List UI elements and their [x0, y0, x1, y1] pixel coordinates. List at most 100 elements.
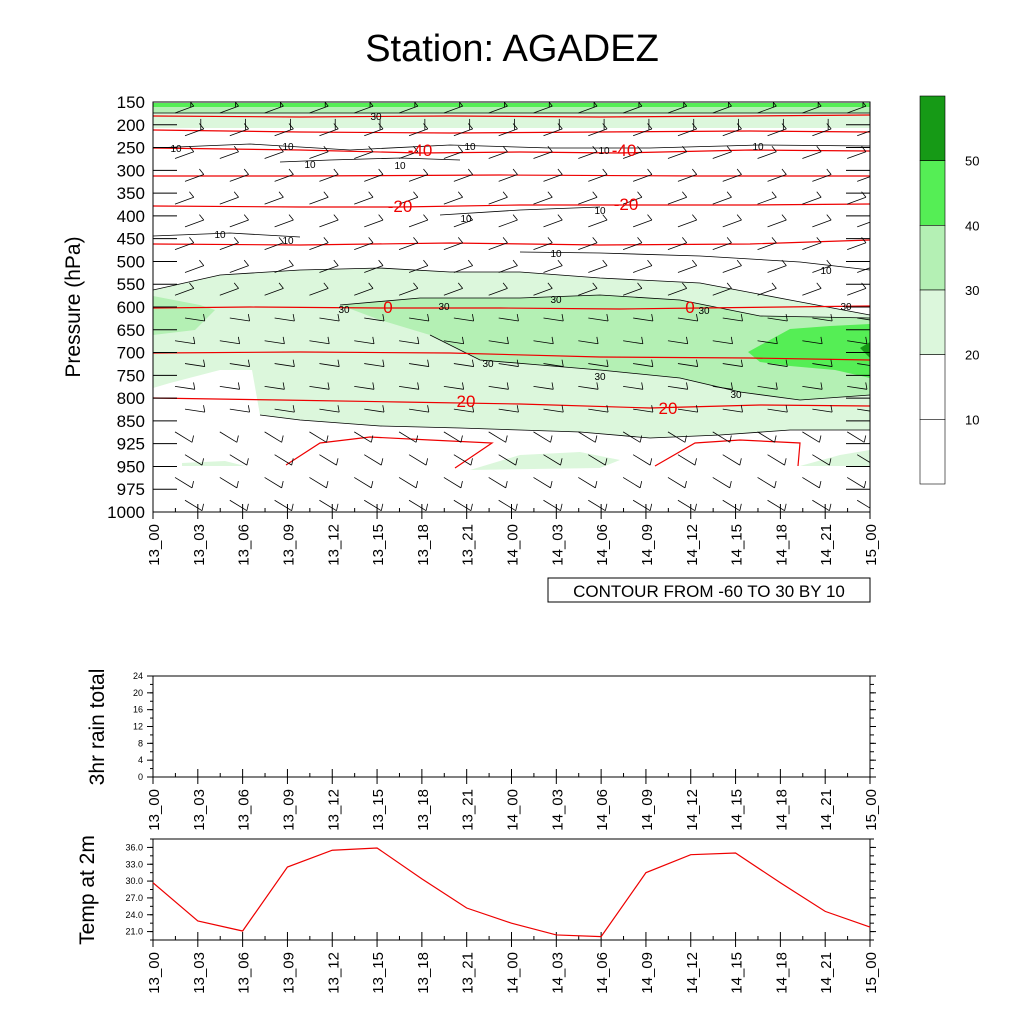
wind-barb — [767, 363, 788, 367]
rh-contour-10 — [279, 157, 461, 163]
wind-barb — [543, 454, 561, 466]
rh-shade-20-30 — [182, 461, 245, 466]
cross-section-xtick-label: 14_15 — [729, 524, 746, 566]
wind-barb — [712, 151, 732, 159]
wind-barb-flag — [378, 168, 384, 175]
wind-barb — [533, 242, 553, 251]
wind-barb-flag — [816, 237, 822, 244]
wind-barb-flag — [425, 458, 429, 466]
wind-barb — [229, 317, 250, 322]
wind-barb-flag — [651, 405, 654, 413]
wind-barb-flag — [696, 359, 699, 367]
wind-barb — [354, 431, 372, 443]
wind-barb — [543, 408, 564, 413]
wind-barb-flag — [638, 102, 643, 107]
cross-section-xtick-label: 13_21 — [460, 524, 477, 566]
wind-barb — [488, 151, 508, 159]
pressure-tick-label: 925 — [117, 435, 145, 454]
colorbar-box — [919, 419, 946, 485]
pressure-tick-label: 300 — [117, 161, 145, 180]
pressure-tick-label: 550 — [117, 275, 145, 294]
wind-barb — [802, 151, 822, 159]
wind-barb — [319, 317, 340, 322]
wind-barb-flag — [771, 282, 777, 289]
wind-barb-flag — [551, 382, 554, 390]
wind-barb-flag — [872, 215, 876, 220]
wind-barb — [229, 128, 249, 137]
wind-barb — [588, 317, 609, 322]
wind-barb-flag — [602, 214, 608, 221]
wind-barb — [712, 287, 732, 296]
wind-barb-flag — [279, 102, 284, 107]
wind-barb — [398, 196, 418, 205]
cross-section-ylabel: Pressure (hPa) — [62, 236, 85, 377]
wind-barb — [767, 317, 788, 322]
wind-barb-flag — [771, 145, 777, 152]
wind-barb-flag — [819, 480, 822, 488]
wind-barb-flag — [247, 359, 250, 367]
wind-barb — [812, 128, 832, 137]
wind-barb — [857, 363, 870, 366]
rh-contour-label: 30 — [550, 295, 562, 306]
wind-barb — [667, 340, 688, 345]
wind-barb — [632, 219, 653, 228]
wind-barb — [622, 151, 643, 159]
wind-barb — [543, 499, 561, 512]
rain-ytick-label: 24 — [133, 671, 143, 681]
wind-barb-flag — [649, 503, 653, 511]
wind-barb-flag — [727, 102, 732, 107]
wind-barb — [174, 196, 194, 205]
wind-barb — [354, 242, 374, 251]
rain-ytick-label: 16 — [133, 705, 143, 715]
wind-barb-flag — [378, 259, 384, 266]
rain-xtick-label: 13_00 — [146, 789, 163, 831]
wind-barb-flag — [647, 168, 653, 175]
wind-barb-flag — [739, 503, 742, 511]
wind-barb — [229, 408, 250, 413]
wind-barb-flag — [201, 503, 204, 511]
rh-contour-label: 10 — [464, 142, 476, 153]
wind-barb — [812, 499, 830, 512]
wind-barb-flag — [606, 314, 609, 322]
wind-barb-flag — [726, 282, 732, 289]
wind-barb-flag — [423, 123, 429, 130]
wind-barb-flag — [470, 458, 473, 466]
wind-barb — [622, 431, 641, 443]
wind-barb-flag — [333, 259, 339, 266]
wind-barb-flag — [369, 102, 374, 107]
wind-barb — [274, 454, 292, 466]
rain-ytick-label: 4 — [138, 755, 143, 765]
wind-barb-flag — [233, 282, 239, 289]
wind-barb-flag — [462, 336, 465, 344]
temp-xtick-label: 13_03 — [191, 952, 208, 994]
temp-contour — [153, 174, 870, 177]
wind-barb — [722, 265, 742, 273]
colorbar: 50 40 30 20 10 — [919, 95, 979, 485]
wind-barb — [398, 242, 418, 251]
rain-xtick-label: 14_18 — [773, 789, 790, 831]
wind-barb-flag — [781, 214, 787, 221]
wind-barb — [722, 363, 743, 367]
wind-barb — [319, 128, 339, 137]
wind-barb — [488, 287, 508, 296]
wind-barb — [453, 408, 474, 413]
rh-contour-label: 30 — [370, 112, 382, 123]
pressure-tick-label: 600 — [117, 298, 145, 317]
wind-barb — [757, 431, 775, 443]
temp-contour — [654, 439, 801, 467]
wind-barb-flag — [323, 191, 329, 198]
wind-barb — [488, 340, 509, 345]
wind-barb-flag — [427, 359, 430, 367]
wind-barb — [453, 128, 473, 137]
wind-barb-flag — [692, 259, 698, 266]
wind-barb — [174, 151, 194, 159]
wind-barb — [219, 477, 238, 489]
wind-barb — [319, 174, 339, 182]
wind-barb — [498, 174, 518, 182]
rain-xtick-label: 14_21 — [818, 789, 835, 831]
wind-barb-flag — [415, 435, 419, 443]
wind-barb — [667, 385, 688, 390]
wind-barb-flag — [820, 336, 823, 344]
wind-barb — [847, 287, 867, 296]
wind-barb-flag — [826, 123, 832, 130]
